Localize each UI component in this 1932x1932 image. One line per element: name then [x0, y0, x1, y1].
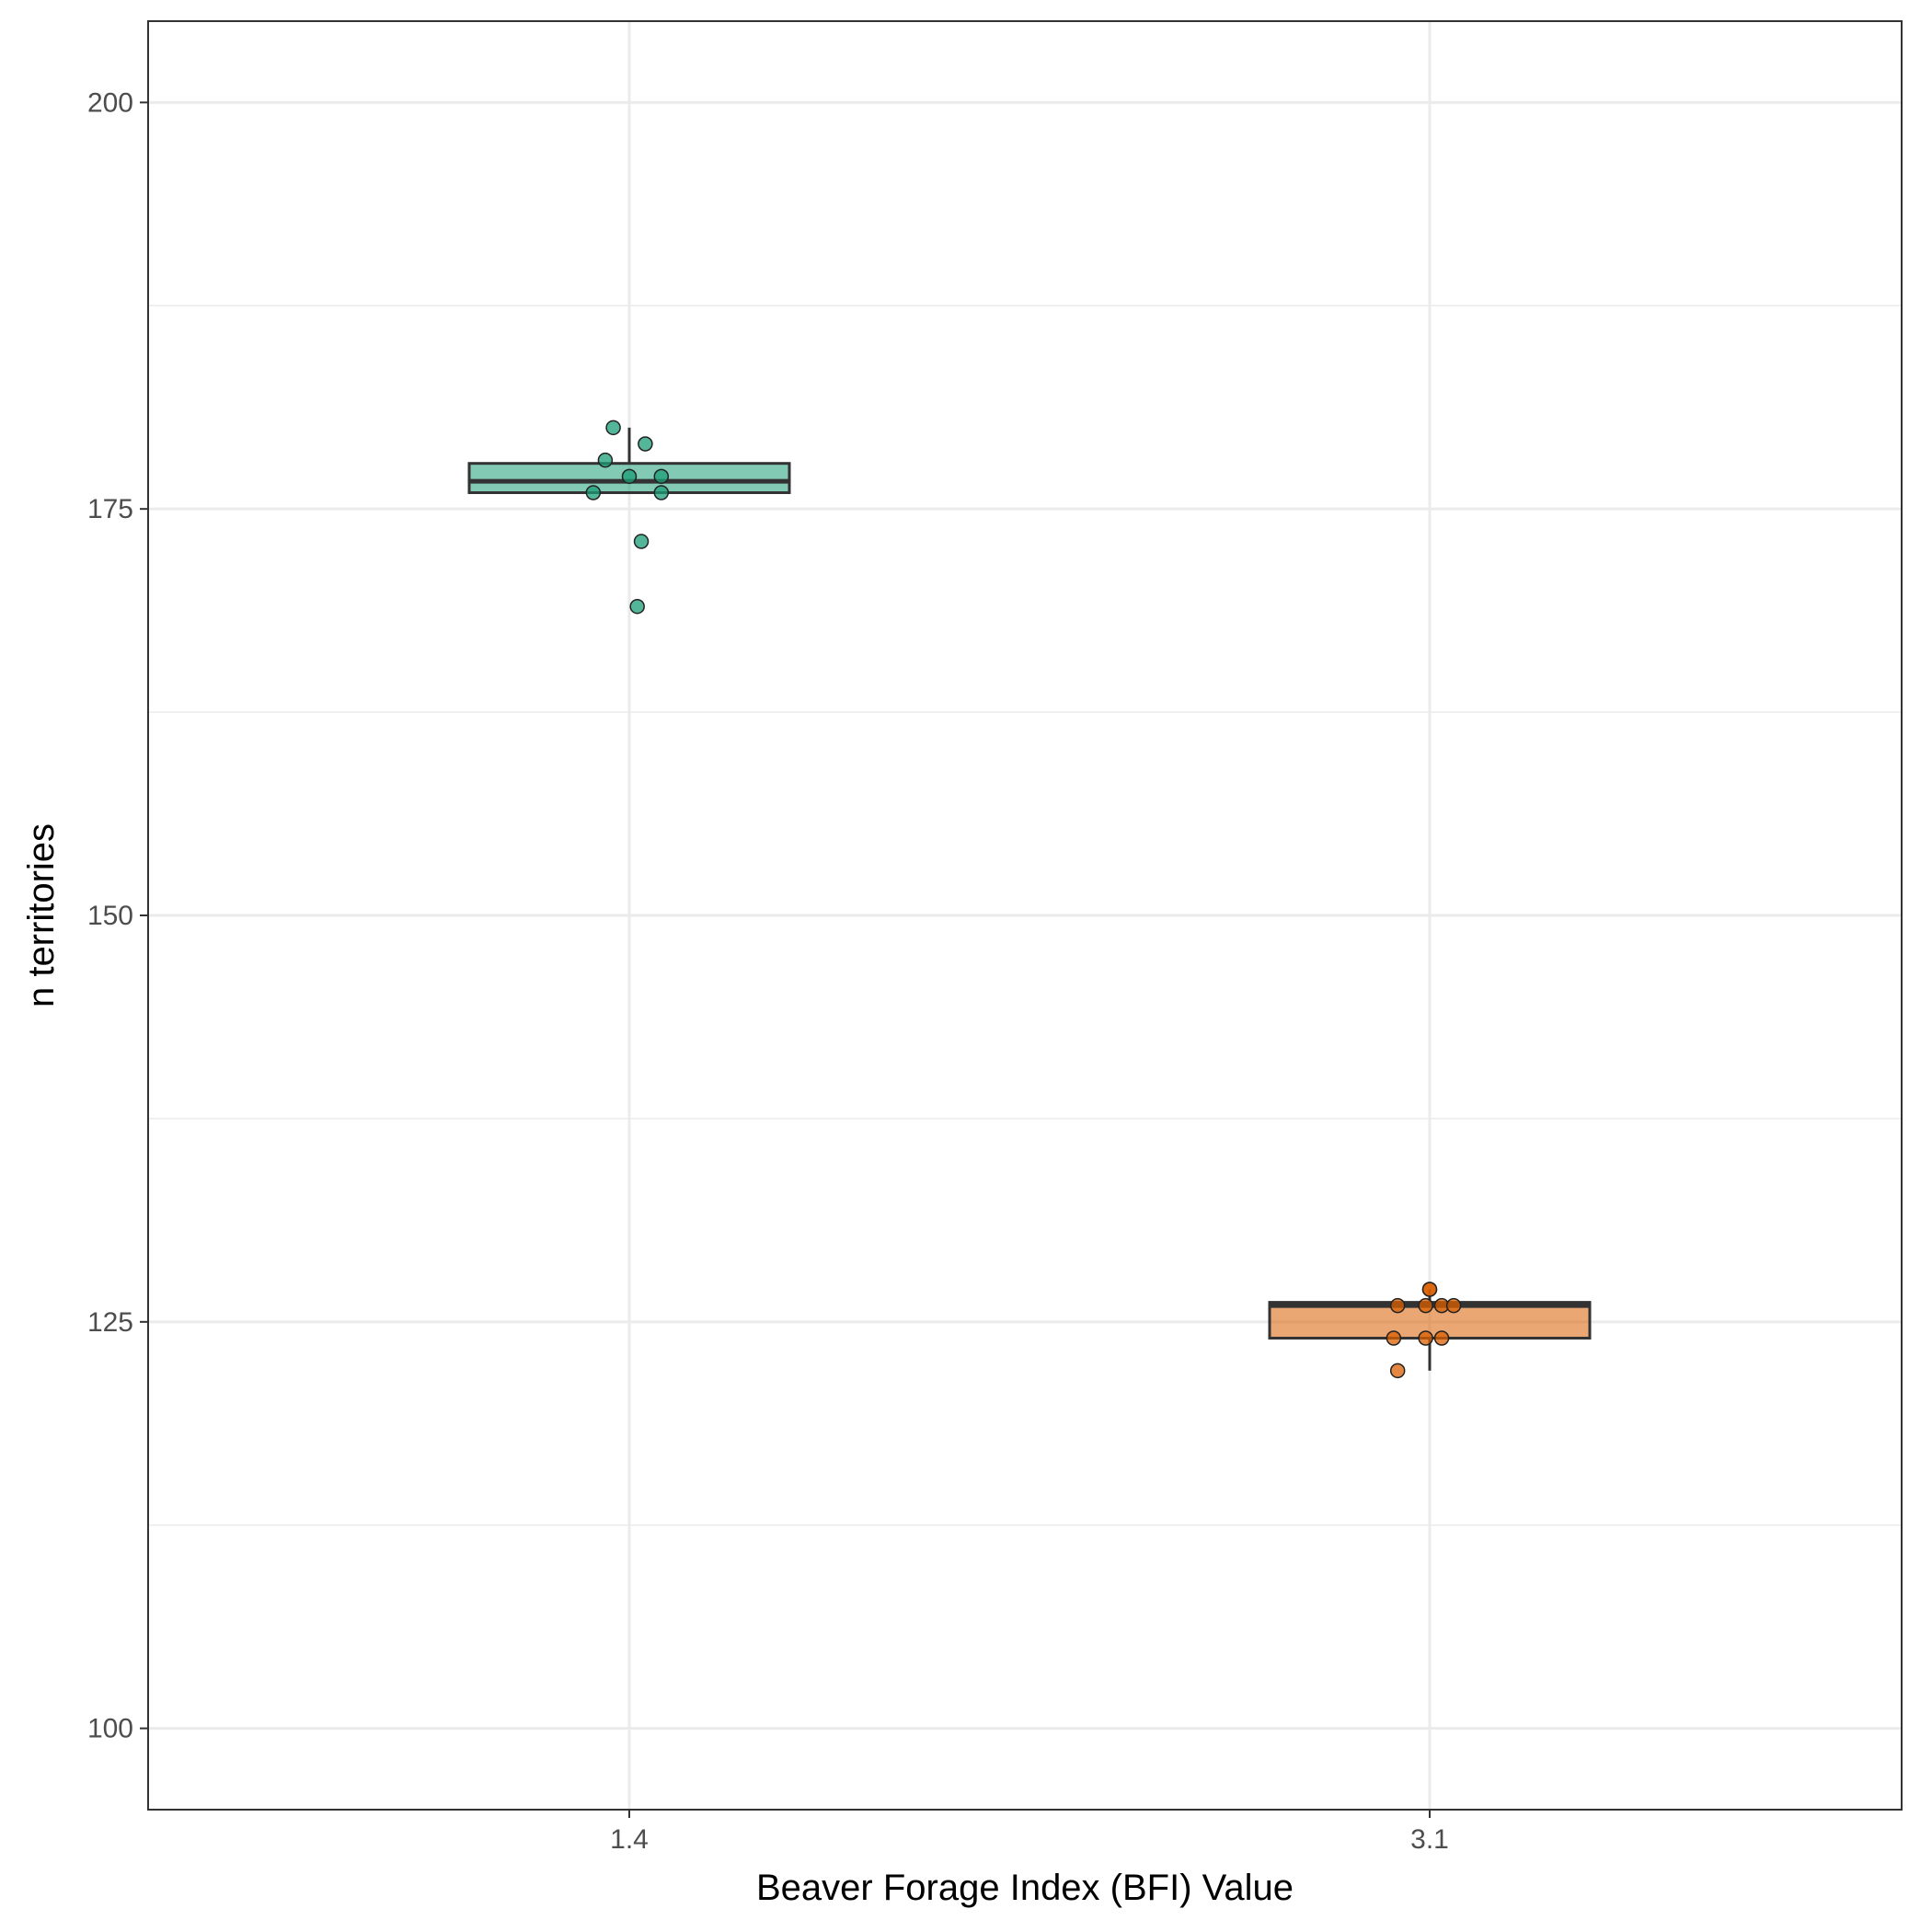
data-point — [605, 420, 621, 436]
data-point — [1389, 1297, 1406, 1314]
data-point — [1386, 1330, 1402, 1346]
data-point — [1445, 1297, 1462, 1314]
points-1.4 — [585, 420, 670, 615]
jitter-points — [585, 420, 1462, 1379]
major-gridlines — [148, 21, 1902, 1810]
y-axis-title: n territories — [21, 823, 62, 1007]
data-point — [1389, 1363, 1406, 1379]
data-point — [653, 468, 670, 485]
x-tick-label: 1.4 — [610, 1824, 649, 1855]
data-point — [1433, 1330, 1450, 1346]
data-point — [629, 598, 645, 615]
points-3.1 — [1386, 1282, 1462, 1379]
y-tick-label: 125 — [87, 1307, 133, 1338]
x-axis: 1.4 3.1 — [610, 1810, 1449, 1855]
data-point — [1418, 1330, 1433, 1346]
data-point — [653, 485, 670, 500]
y-tick-label: 100 — [87, 1714, 133, 1744]
x-axis-title: Beaver Forage Index (BFI) Value — [756, 1868, 1294, 1908]
data-point — [597, 452, 614, 468]
y-tick-label: 150 — [87, 901, 133, 931]
data-point — [1418, 1297, 1433, 1314]
y-tick-label: 200 — [87, 87, 133, 118]
minor-gridlines — [148, 305, 1902, 1526]
data-point — [633, 534, 650, 549]
y-tick-label: 175 — [87, 494, 133, 524]
data-point — [1421, 1282, 1438, 1297]
data-point — [585, 485, 602, 500]
y-axis: 100 125 150 175 200 — [87, 87, 148, 1744]
data-point — [638, 436, 653, 452]
data-point — [621, 468, 638, 485]
x-tick-label: 3.1 — [1410, 1824, 1449, 1855]
